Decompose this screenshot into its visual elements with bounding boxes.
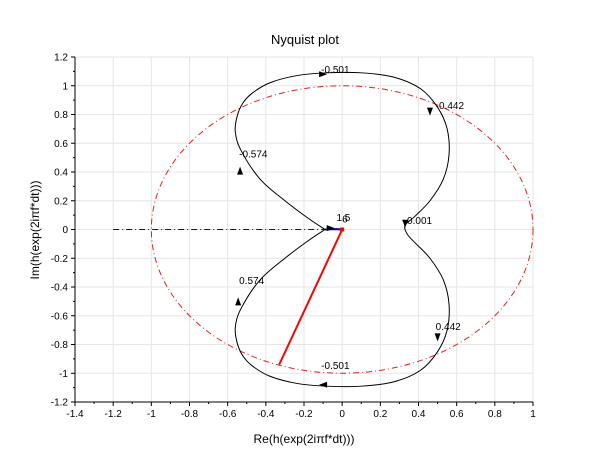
x-tick-label: 0.2 [373,409,387,420]
y-tick-label: -1 [59,369,68,380]
phase-margin-vector [278,229,344,366]
frequency-annotation: 0.574 [239,276,264,287]
x-tick-label: 0.4 [412,409,426,420]
y-axis-label: Im(h(exp(2iπf*dt))) [28,181,42,280]
chart-title: Nyquist plot [271,32,339,47]
annotation-layer: -0.501 -0.442 -0.574 1.56 0.001 0.574 0.442 -0.… [239,65,464,372]
frequency-annotation: 0.001 [407,216,432,227]
y-tick-label: 0 [62,225,68,236]
y-tick-label: 0.8 [54,110,68,121]
x-tick-label: 1 [530,409,536,420]
frequency-annotation: -0.501 [321,361,350,372]
y-tick-label: -1.2 [51,398,69,409]
frequency-annotation: 1.5 [336,213,350,224]
frequency-annotation: -0.574 [239,150,268,161]
x-tick-label: 0.8 [488,409,502,420]
x-tick-label: -1 [147,409,156,420]
x-tick-label: -0.6 [219,409,237,420]
nyquist-curve [234,71,450,388]
y-tick-label: -0.6 [51,311,69,322]
origin-marker [340,227,345,232]
direction-arrow [319,381,328,388]
x-tick-label: -0.8 [181,409,199,420]
y-tick-label: -0.4 [51,283,69,294]
direction-arrow [434,333,441,342]
y-tick-label: -0.8 [51,340,69,351]
direction-arrow [237,166,244,175]
direction-arrow [235,297,242,306]
x-tick-label: 0.6 [450,409,464,420]
series-layer [113,71,534,388]
y-tick-label: 0.6 [54,139,68,150]
direction-arrow [319,71,328,78]
frequency-annotation: -0.501 [321,65,350,76]
arrow-layer [235,71,441,388]
y-tick-label: 0.2 [54,196,68,207]
y-tick-label: -0.2 [51,254,69,265]
x-tick-label: -0.4 [257,409,275,420]
direction-arrow [426,107,433,116]
unit-circle [150,85,534,374]
y-tick-label: 1 [62,81,68,92]
x-axis-label: Re(h(exp(2iπf*dt))) [254,432,355,446]
y-tick-label: 1.2 [54,53,68,64]
x-tick-label: 0 [339,409,345,420]
axes: -1.4 -1.2 -1 -0.8 -0.6 -0.4 -0.2 0 0.2 0.4 0.6 0.8 1… [51,53,536,421]
direction-arrow [402,219,409,228]
y-tick-label: 0.4 [54,168,68,179]
frequency-annotation: 6 [342,214,348,225]
x-tick-label: -1.2 [105,409,123,420]
direction-arrow [326,225,335,232]
x-tick-label: -1.4 [66,409,84,420]
frequency-annotation: -0.442 [436,101,465,112]
frequency-annotation: 0.442 [436,322,461,333]
x-tick-label: -0.2 [295,409,313,420]
